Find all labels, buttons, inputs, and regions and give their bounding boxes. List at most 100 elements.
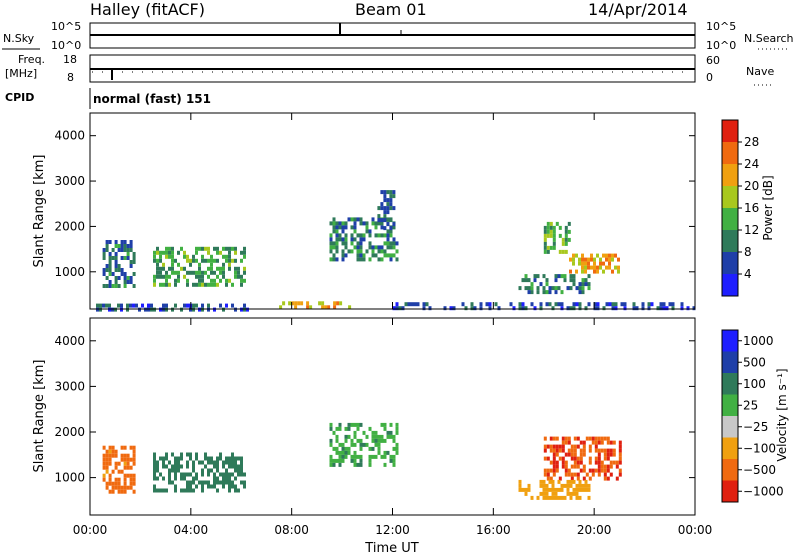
velocity-echo-cell (156, 468, 159, 473)
power-echo-cell (584, 257, 587, 262)
velocity-echo-cell (371, 434, 375, 439)
velocity-echo-cell (111, 469, 115, 474)
velocity-echo-cell (576, 456, 580, 461)
power-echo-cell (386, 253, 390, 258)
velocity-echo-cell (105, 481, 109, 486)
velocity-echo-cell (168, 476, 171, 481)
power-echo-cell (587, 265, 590, 270)
power-echo-cell (216, 282, 219, 287)
power-echo-cell (186, 270, 189, 275)
velocity-echo-cell (207, 472, 210, 477)
velocity-echo-cell (171, 480, 174, 485)
velocity-echo-cell (102, 477, 106, 482)
velocity-colorbar-cell (722, 330, 738, 352)
power-echo-cell (344, 241, 348, 246)
power-echo-cell (374, 253, 378, 258)
velocity-echo-cell (117, 481, 121, 486)
power-echo-cell (225, 258, 228, 263)
velocity-echo-cell (231, 456, 234, 461)
power-echo-cell (153, 278, 156, 283)
power-echo-cell (350, 237, 354, 242)
velocity-echo-cell (581, 487, 585, 492)
velocity-echo-cell (575, 483, 579, 488)
velocity-echo-cell (597, 472, 601, 477)
power-echo-cell (213, 282, 216, 287)
power-echo-cell (614, 265, 617, 270)
power-echo-cell (201, 270, 204, 275)
velocity-echo-cell (213, 460, 216, 465)
power-echo-cell (561, 249, 565, 254)
power-echo-cell (572, 274, 576, 279)
power-echo-cell (219, 250, 222, 255)
power-echo-cell (123, 272, 127, 276)
power-echo-cell (219, 266, 222, 271)
velocity-echo-cell (129, 465, 133, 470)
velocity-echo-cell (329, 454, 333, 459)
velocity-echo-cell (231, 472, 234, 477)
velocity-echo-cell (108, 445, 112, 450)
power-echo-cell (521, 278, 525, 283)
power-echo-cell (210, 278, 213, 283)
power-echo-cell (546, 233, 550, 238)
velocity-echo-cell (564, 452, 568, 457)
velocity-echo-cell (560, 487, 564, 492)
velocity-echo-cell (186, 472, 189, 477)
velocity-echo-cell (362, 442, 366, 447)
power-echo-cell (288, 301, 292, 306)
power-echo-cell (198, 270, 201, 275)
power-xticks (89, 113, 696, 309)
power-echo-cell (464, 306, 468, 311)
power-echo-cell (549, 229, 553, 234)
velocity-echo-cell (552, 456, 556, 461)
power-echo-cell (545, 290, 549, 295)
power-echo-cell (665, 306, 669, 311)
velocity-echo-cell (338, 458, 342, 463)
velocity-echo-cell (240, 456, 243, 461)
velocity-echo-cell (573, 472, 577, 477)
velocity-echo-cell (564, 436, 568, 441)
power-echo-cell (168, 274, 171, 279)
power-echo-cell (617, 269, 620, 274)
velocity-echo-cell (165, 456, 168, 461)
power-echo-cell (368, 241, 372, 246)
power-echo-cell (389, 229, 393, 234)
power-echo-cell (560, 302, 564, 307)
velocity-echo-cell (120, 445, 124, 450)
power-echo-cell (114, 280, 118, 284)
velocity-echo-cell (582, 452, 586, 457)
power-echo-cell (602, 269, 605, 274)
power-echo-cell (404, 302, 408, 307)
velocity-echo-cell (371, 446, 375, 451)
power-echo-cell (177, 250, 180, 255)
velocity-echo-cell (389, 422, 393, 427)
velocity-echo-cell (132, 473, 136, 478)
velocity-echo-cell (174, 484, 177, 489)
power-echo-cell (129, 244, 133, 248)
power-echo-cell (341, 257, 345, 262)
power-echo-cell (132, 284, 136, 288)
velocity-echo-cell (569, 491, 573, 496)
power-echo-cell (243, 266, 246, 271)
power-echo-cell (234, 258, 237, 263)
power-echo-cell (168, 250, 171, 255)
power-echo-region (518, 274, 591, 295)
velocity-echo-cell (521, 487, 525, 492)
velocity-echo-cell (123, 453, 127, 458)
power-echo-cell (383, 218, 387, 223)
nave-tick-top: 60 (706, 54, 720, 67)
power-echo-cell (123, 244, 127, 248)
power-echo-cell (168, 266, 171, 271)
velocity-echo-cell (108, 461, 112, 466)
power-echo-cell (225, 278, 228, 283)
velocity-colorbar: 1000 500 100 25 −25 −100 −500 −1000 Velocity [m… (721, 329, 789, 503)
power-echo-cell (117, 268, 121, 272)
velocity-echo-cell (225, 460, 228, 465)
power-echo-cell (542, 274, 546, 279)
power-echo-cell (135, 303, 138, 308)
power-echo-cell (543, 249, 547, 254)
power-echo-cell (567, 229, 571, 234)
power-echo-cell (111, 272, 115, 276)
power-echo-cell (554, 290, 558, 295)
power-echo-cell (377, 221, 381, 226)
velocity-echo-cell (102, 465, 106, 470)
